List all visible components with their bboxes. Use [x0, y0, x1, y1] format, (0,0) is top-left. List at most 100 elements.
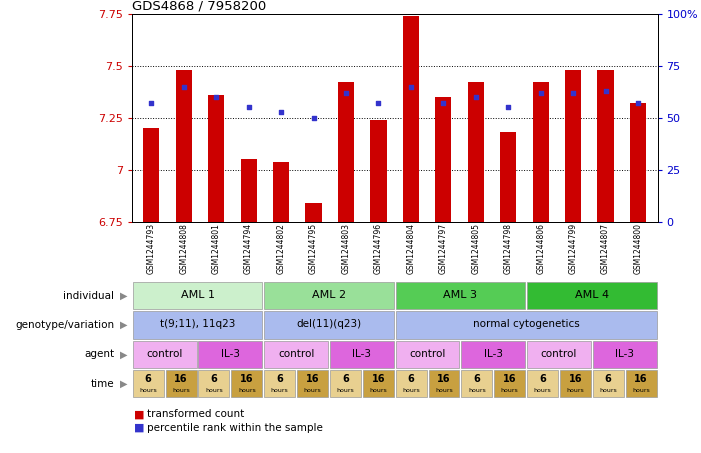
Text: hours: hours: [271, 388, 289, 393]
FancyBboxPatch shape: [132, 282, 262, 309]
Text: ■: ■: [134, 410, 144, 419]
Bar: [630, 103, 646, 222]
Text: 16: 16: [240, 374, 254, 384]
Text: IL-3: IL-3: [615, 349, 634, 359]
Bar: [565, 70, 581, 222]
Point: [535, 89, 546, 96]
Text: 16: 16: [503, 374, 517, 384]
Point: [243, 104, 254, 111]
Text: 6: 6: [473, 374, 480, 384]
Text: genotype/variation: genotype/variation: [15, 320, 114, 330]
Text: hours: hours: [501, 388, 519, 393]
Text: 16: 16: [306, 374, 319, 384]
Text: control: control: [147, 349, 183, 359]
FancyBboxPatch shape: [461, 371, 492, 397]
Text: 6: 6: [145, 374, 151, 384]
Text: individual: individual: [63, 290, 114, 301]
FancyBboxPatch shape: [330, 341, 394, 368]
Bar: [533, 82, 549, 222]
FancyBboxPatch shape: [461, 341, 525, 368]
Text: del(11)(q23): del(11)(q23): [297, 319, 362, 329]
FancyBboxPatch shape: [527, 341, 591, 368]
Text: control: control: [278, 349, 314, 359]
FancyBboxPatch shape: [132, 312, 262, 338]
Text: 6: 6: [408, 374, 414, 384]
Text: AML 3: AML 3: [443, 290, 477, 300]
Text: hours: hours: [139, 388, 157, 393]
Point: [568, 89, 579, 96]
Bar: [597, 70, 614, 222]
Point: [275, 108, 287, 115]
Text: IL-3: IL-3: [484, 349, 503, 359]
FancyBboxPatch shape: [264, 371, 295, 397]
FancyBboxPatch shape: [626, 371, 657, 397]
Text: IL-3: IL-3: [221, 349, 240, 359]
FancyBboxPatch shape: [428, 371, 459, 397]
Text: hours: hours: [205, 388, 223, 393]
Text: 6: 6: [342, 374, 349, 384]
Text: agent: agent: [84, 349, 114, 360]
Text: 16: 16: [437, 374, 451, 384]
Text: 16: 16: [372, 374, 385, 384]
Text: ▶: ▶: [120, 290, 127, 301]
Text: hours: hours: [304, 388, 321, 393]
Text: hours: hours: [172, 388, 190, 393]
Bar: [273, 162, 290, 222]
Bar: [435, 97, 451, 222]
Text: 6: 6: [605, 374, 612, 384]
FancyBboxPatch shape: [395, 282, 525, 309]
Text: 16: 16: [175, 374, 188, 384]
Text: normal cytogenetics: normal cytogenetics: [472, 319, 580, 329]
Text: AML 4: AML 4: [575, 290, 609, 300]
Text: 16: 16: [634, 374, 648, 384]
Point: [470, 93, 482, 101]
Text: hours: hours: [402, 388, 420, 393]
Text: AML 2: AML 2: [312, 290, 346, 300]
FancyBboxPatch shape: [132, 371, 163, 397]
Point: [437, 100, 449, 107]
FancyBboxPatch shape: [593, 371, 624, 397]
Text: hours: hours: [336, 388, 354, 393]
Text: 6: 6: [539, 374, 546, 384]
Point: [373, 100, 384, 107]
Point: [210, 93, 222, 101]
FancyBboxPatch shape: [395, 371, 426, 397]
Text: ▶: ▶: [120, 349, 127, 360]
Text: time: time: [90, 379, 114, 389]
Text: 6: 6: [276, 374, 283, 384]
Point: [632, 100, 644, 107]
Text: hours: hours: [238, 388, 256, 393]
Text: hours: hours: [468, 388, 486, 393]
Point: [178, 83, 189, 90]
FancyBboxPatch shape: [527, 282, 657, 309]
Text: GDS4868 / 7958200: GDS4868 / 7958200: [132, 0, 266, 12]
FancyBboxPatch shape: [330, 371, 361, 397]
Text: control: control: [540, 349, 577, 359]
FancyBboxPatch shape: [198, 341, 262, 368]
Bar: [403, 16, 419, 222]
Text: ■: ■: [134, 423, 144, 433]
Text: 16: 16: [569, 374, 582, 384]
FancyBboxPatch shape: [297, 371, 328, 397]
Point: [503, 104, 514, 111]
FancyBboxPatch shape: [264, 312, 394, 338]
Text: IL-3: IL-3: [353, 349, 372, 359]
FancyBboxPatch shape: [363, 371, 394, 397]
Bar: [338, 82, 354, 222]
FancyBboxPatch shape: [494, 371, 525, 397]
FancyBboxPatch shape: [395, 341, 459, 368]
Text: t(9;11), 11q23: t(9;11), 11q23: [160, 319, 236, 329]
Bar: [240, 159, 257, 222]
Point: [600, 87, 611, 94]
Text: ▶: ▶: [120, 379, 127, 389]
FancyBboxPatch shape: [231, 371, 262, 397]
Bar: [468, 82, 484, 222]
Point: [341, 89, 352, 96]
FancyBboxPatch shape: [132, 341, 196, 368]
Text: 6: 6: [210, 374, 217, 384]
Point: [308, 114, 319, 121]
FancyBboxPatch shape: [395, 312, 657, 338]
Bar: [306, 203, 322, 222]
Bar: [143, 128, 159, 222]
Text: hours: hours: [533, 388, 552, 393]
